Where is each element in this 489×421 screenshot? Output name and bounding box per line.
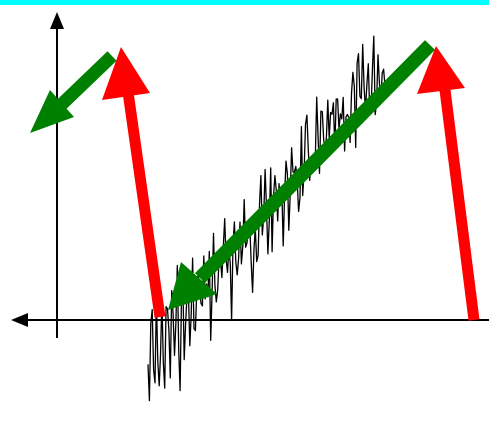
axes xyxy=(11,12,489,338)
green-arrows xyxy=(30,40,435,310)
green-arrow-top-left xyxy=(30,51,117,133)
green-arrow-main xyxy=(168,40,435,310)
red-arrow-right xyxy=(417,46,480,321)
red-arrow-left xyxy=(102,47,166,318)
red-arrows xyxy=(102,46,480,321)
top-band xyxy=(0,0,489,5)
horizontal-axis-arrowhead xyxy=(11,313,28,327)
vertical-axis-arrowhead xyxy=(50,12,64,29)
